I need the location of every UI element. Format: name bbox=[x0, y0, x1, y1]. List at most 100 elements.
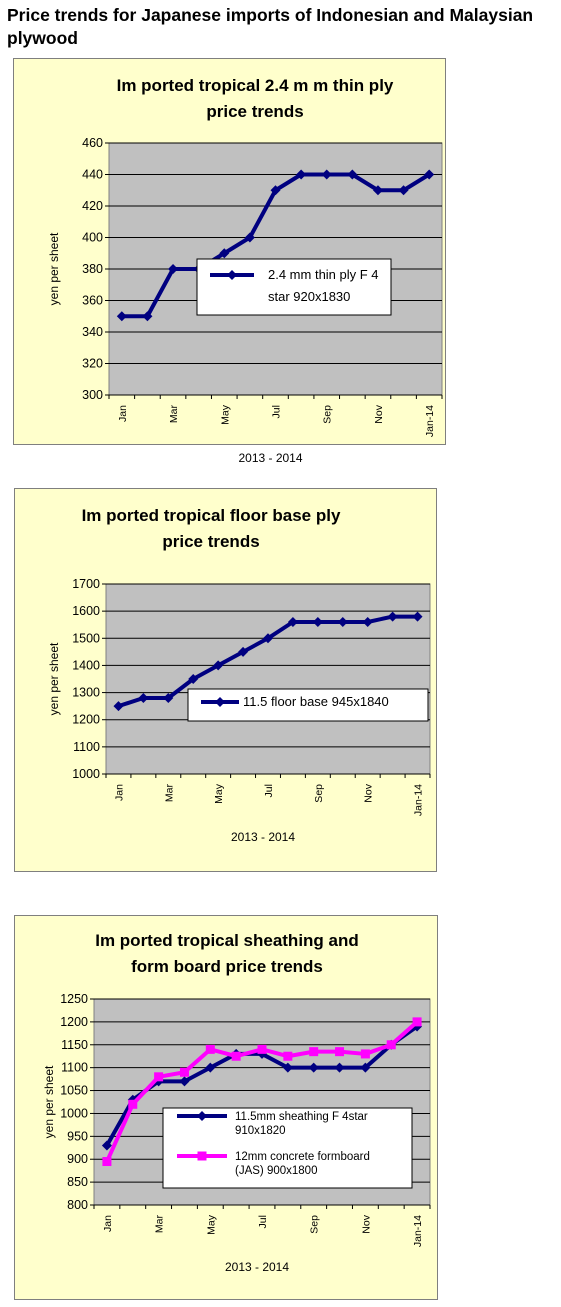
data-point bbox=[372, 185, 383, 196]
legend-marker bbox=[197, 1111, 207, 1121]
data-point bbox=[128, 1099, 138, 1109]
data-point bbox=[231, 1051, 241, 1061]
data-point bbox=[337, 617, 348, 627]
y-tick-label: 1150 bbox=[61, 1038, 88, 1052]
x-tick-label: Jul bbox=[263, 784, 275, 797]
y-tick-label: 320 bbox=[82, 357, 103, 371]
legend-marker bbox=[197, 1151, 207, 1161]
x-axis-title: 2013 - 2014 bbox=[238, 451, 302, 465]
x-tick-label: Sep bbox=[309, 1215, 321, 1234]
x-tick-label: Nov bbox=[360, 1214, 372, 1233]
y-axis-title: yen per sheet bbox=[47, 232, 61, 305]
data-point bbox=[412, 1017, 422, 1027]
x-tick-label: Jan-14 bbox=[424, 405, 436, 437]
x-tick-label: Mar bbox=[154, 1215, 166, 1234]
data-point bbox=[424, 169, 435, 180]
chart-title-line: Im ported tropical 2.4 m m thin ply bbox=[117, 76, 394, 95]
data-point bbox=[101, 1140, 112, 1151]
data-point bbox=[360, 1049, 370, 1059]
x-tick-label: Nov bbox=[363, 783, 375, 802]
plot-area bbox=[105, 583, 431, 775]
legend-box bbox=[196, 258, 392, 316]
chart-title-line: price trends bbox=[162, 532, 259, 551]
x-tick-label: Jan-14 bbox=[412, 1215, 424, 1247]
y-tick-label: 1050 bbox=[60, 1084, 88, 1098]
y-tick-label: 1600 bbox=[72, 604, 100, 618]
y-tick-label: 300 bbox=[82, 388, 103, 402]
y-tick-label: 950 bbox=[67, 1129, 88, 1143]
x-tick-label: Jul bbox=[257, 1215, 269, 1228]
legend-label: 910x1820 bbox=[235, 1125, 286, 1137]
x-axis-title: 2013 - 2014 bbox=[231, 830, 295, 844]
x-tick-label: Jan bbox=[117, 405, 129, 422]
legend-marker bbox=[215, 697, 225, 707]
page-title: Price trends for Japanese imports of Ind… bbox=[7, 5, 534, 48]
data-point bbox=[347, 169, 358, 180]
chart-svg-floor-base: Im ported tropical floor base ply price t… bbox=[47, 506, 431, 844]
data-point bbox=[282, 1062, 293, 1073]
data-point bbox=[362, 617, 373, 627]
y-tick-label: 440 bbox=[82, 168, 103, 182]
data-point bbox=[179, 1067, 189, 1077]
data-point bbox=[412, 611, 423, 622]
y-tick-label: 900 bbox=[67, 1152, 88, 1166]
chart-title-line: price trends bbox=[206, 102, 303, 121]
legend-label: star 920x1830 bbox=[268, 289, 350, 304]
data-point bbox=[205, 1062, 216, 1073]
legend-marker bbox=[227, 270, 237, 280]
data-point bbox=[116, 311, 127, 322]
data-point bbox=[321, 169, 332, 180]
y-axis-title: yen per sheet bbox=[42, 1065, 56, 1138]
legend-label: 11.5 floor base 945x1840 bbox=[243, 694, 389, 709]
data-point bbox=[168, 264, 179, 274]
y-tick-label: 1250 bbox=[60, 992, 88, 1006]
y-tick-label: 340 bbox=[82, 325, 103, 339]
x-tick-label: May bbox=[213, 783, 225, 804]
y-tick-label: 1000 bbox=[72, 767, 100, 781]
y-tick-label: 1300 bbox=[72, 686, 100, 700]
y-tick-label: 380 bbox=[82, 262, 103, 276]
data-point bbox=[296, 169, 307, 180]
legend-label: (JAS) 900x1800 bbox=[235, 1165, 317, 1177]
chart-title-line: form board price trends bbox=[131, 957, 323, 976]
data-point bbox=[188, 674, 199, 684]
data-point bbox=[154, 1072, 164, 1082]
y-tick-label: 1200 bbox=[72, 713, 100, 727]
data-point bbox=[398, 185, 409, 196]
data-point bbox=[257, 1044, 267, 1054]
data-point bbox=[283, 1051, 293, 1061]
x-tick-label: Sep bbox=[313, 784, 325, 803]
x-tick-label: Nov bbox=[373, 404, 385, 423]
x-tick-label: Jan-14 bbox=[413, 784, 425, 816]
data-point bbox=[142, 311, 153, 322]
legend-label: 2.4 mm thin ply F 4 bbox=[268, 267, 379, 282]
y-tick-label: 420 bbox=[82, 199, 103, 213]
x-tick-label: Jul bbox=[271, 405, 283, 418]
x-tick-label: Jan bbox=[102, 1215, 114, 1232]
data-point bbox=[287, 617, 298, 627]
data-point bbox=[102, 1157, 112, 1167]
y-tick-label: 1000 bbox=[60, 1106, 88, 1120]
legend-label: 12mm concrete formboard bbox=[235, 1151, 370, 1163]
x-tick-label: Sep bbox=[322, 405, 334, 424]
legend-box bbox=[187, 688, 429, 722]
data-point bbox=[163, 693, 174, 703]
data-point bbox=[179, 1076, 190, 1087]
data-point bbox=[335, 1047, 345, 1057]
y-tick-label: 1500 bbox=[72, 631, 100, 645]
data-point bbox=[312, 617, 323, 627]
x-tick-label: Jan bbox=[113, 784, 125, 801]
chart-panel-thin-ply: Im ported tropical 2.4 m m thin ply price… bbox=[13, 58, 446, 465]
data-point bbox=[263, 633, 273, 644]
x-tick-label: May bbox=[219, 404, 231, 425]
y-tick-label: 850 bbox=[67, 1175, 88, 1189]
y-tick-label: 1100 bbox=[61, 1061, 88, 1075]
chart-svg-sheathing: Im ported tropical sheathing and form boa… bbox=[42, 931, 431, 1274]
chart-svg-thin-ply: Im ported tropical 2.4 m m thin ply price… bbox=[47, 76, 443, 465]
data-point bbox=[308, 1062, 319, 1073]
x-tick-label: May bbox=[205, 1214, 217, 1235]
y-tick-label: 800 bbox=[67, 1198, 88, 1212]
x-tick-label: Mar bbox=[168, 405, 180, 424]
data-point bbox=[219, 248, 230, 259]
data-point bbox=[360, 1062, 371, 1073]
